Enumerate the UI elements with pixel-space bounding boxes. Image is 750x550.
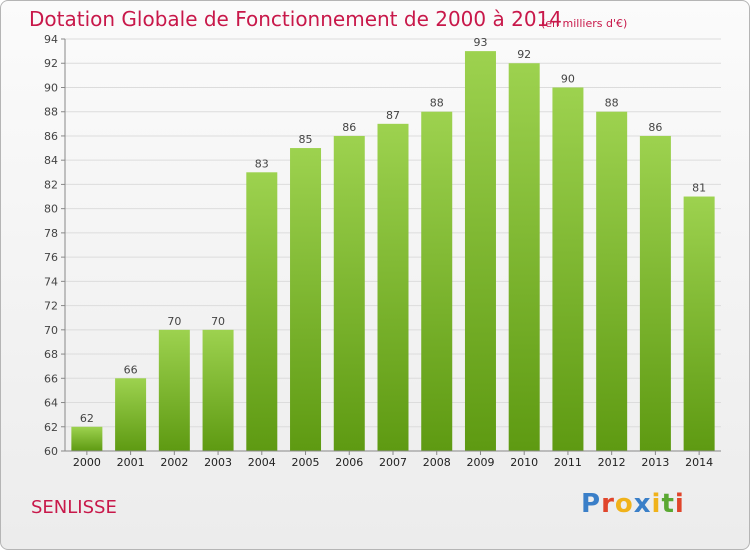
data-label-2000: 62 xyxy=(80,412,94,425)
y-tick-label: 66 xyxy=(44,372,58,385)
x-tick-label: 2003 xyxy=(204,456,232,469)
bar-2004 xyxy=(246,172,278,451)
logo-letter: o xyxy=(614,489,634,519)
x-tick-label: 2009 xyxy=(466,456,494,469)
bar-2001 xyxy=(115,378,147,451)
data-label-2003: 70 xyxy=(211,315,225,328)
x-tick-label: 2013 xyxy=(641,456,669,469)
y-tick-label: 72 xyxy=(44,300,58,313)
y-tick-label: 82 xyxy=(44,178,58,191)
bar-2010 xyxy=(508,63,540,452)
y-tick-label: 92 xyxy=(44,57,58,70)
y-tick-label: 80 xyxy=(44,203,58,216)
y-tick-label: 94 xyxy=(44,33,58,46)
data-label-2013: 86 xyxy=(648,121,662,134)
commune-name: SENLISSE xyxy=(31,497,117,518)
chart-subtitle: (en milliers d'€) xyxy=(541,17,628,30)
logo-letter: t xyxy=(661,489,675,519)
logo-letter: x xyxy=(633,489,652,519)
data-label-2004: 83 xyxy=(255,157,269,170)
x-tick-label: 2000 xyxy=(73,456,101,469)
bar-2002 xyxy=(158,329,190,451)
proxiti-logo[interactable]: Proxiti xyxy=(581,489,685,519)
y-tick-label: 86 xyxy=(44,130,58,143)
data-label-2008: 88 xyxy=(430,97,444,110)
x-tick-label: 2011 xyxy=(554,456,582,469)
y-tick-label: 78 xyxy=(44,227,58,240)
x-tick-label: 2005 xyxy=(292,456,320,469)
data-label-2002: 70 xyxy=(167,315,181,328)
x-tick-label: 2010 xyxy=(510,456,538,469)
chart-title: Dotation Globale de Fonctionnement de 20… xyxy=(29,7,562,31)
bar-2005 xyxy=(290,148,322,451)
logo-letter: i xyxy=(651,489,662,519)
bar-2009 xyxy=(464,51,496,451)
y-tick-label: 70 xyxy=(44,324,58,337)
bar-2011 xyxy=(552,87,584,452)
data-label-2001: 66 xyxy=(124,363,138,376)
data-label-2009: 93 xyxy=(473,36,487,49)
x-tick-label: 2001 xyxy=(117,456,145,469)
data-label-2012: 88 xyxy=(605,97,619,110)
x-tick-label: 2007 xyxy=(379,456,407,469)
bars: 62 66 70 70 83 85 86 87 88 93 92 90 88 86 81 xyxy=(71,36,715,452)
y-tick-label: 84 xyxy=(44,154,58,167)
data-label-2014: 81 xyxy=(692,182,706,195)
x-tick-label: 2004 xyxy=(248,456,276,469)
data-label-2005: 85 xyxy=(299,133,313,146)
y-tick-label: 60 xyxy=(44,445,58,458)
y-tick-label: 74 xyxy=(44,275,58,288)
y-tick-label: 68 xyxy=(44,348,58,361)
x-tick-label: 2012 xyxy=(598,456,626,469)
bar-2006 xyxy=(333,135,365,452)
data-label-2007: 87 xyxy=(386,109,400,122)
data-label-2011: 90 xyxy=(561,72,575,85)
logo-letter: P xyxy=(581,489,602,519)
bar-2013 xyxy=(639,135,671,452)
bar-2012 xyxy=(596,111,628,452)
y-tick-label: 64 xyxy=(44,397,58,410)
bar-2003 xyxy=(202,329,234,451)
bar-2008 xyxy=(421,111,453,452)
logo-letter: r xyxy=(601,489,615,519)
x-tick-label: 2002 xyxy=(160,456,188,469)
data-label-2006: 86 xyxy=(342,121,356,134)
y-tick-label: 88 xyxy=(44,106,58,119)
x-tick-label: 2008 xyxy=(423,456,451,469)
bar-2007 xyxy=(377,123,409,451)
bar-2000 xyxy=(71,426,103,451)
data-label-2010: 92 xyxy=(517,48,531,61)
y-tick-label: 62 xyxy=(44,421,58,434)
bar-2014 xyxy=(683,196,715,451)
axes: 60 62 64 66 68 70 72 74 76 78 80 82 84 86 88 90 92 94 2000… xyxy=(44,33,721,469)
x-tick-label: 2006 xyxy=(335,456,363,469)
y-tick-label: 90 xyxy=(44,81,58,94)
y-tick-label: 76 xyxy=(44,251,58,264)
x-tick-label: 2014 xyxy=(685,456,713,469)
logo-letter: i xyxy=(674,489,685,519)
